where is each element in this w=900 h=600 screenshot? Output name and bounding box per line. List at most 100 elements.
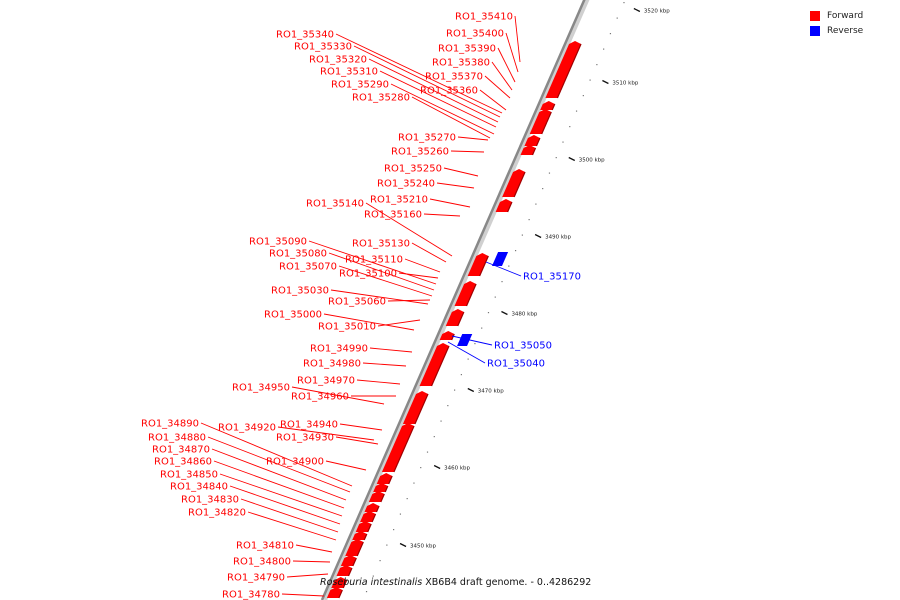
forward-gene-block: [540, 101, 555, 110]
gene-leader-line: [200, 422, 353, 487]
gene-leader-line: [436, 182, 475, 189]
forward-gene-block: [556, 59, 574, 72]
forward-gene-block: [360, 511, 376, 522]
forward-gene-block: [548, 79, 565, 90]
forward-gene-block: [457, 289, 473, 300]
genome-caption: Roseburia intestinalis XB6B4 draft genom…: [320, 577, 591, 588]
scale-minor-dot: [420, 467, 422, 469]
gene-leader-line: [377, 319, 421, 327]
gene-label: RO1_35050: [494, 341, 552, 352]
gene-leader-line: [335, 33, 503, 114]
forward-gene-edge: [541, 126, 546, 135]
gene-label: RO1_35000: [264, 310, 322, 321]
gene-label: RO1_34890: [141, 419, 199, 430]
gene-leader-line: [505, 32, 519, 73]
scale-minor-dot: [413, 482, 415, 484]
gene-label: RO1_34810: [236, 541, 294, 552]
scale-minor-dot: [393, 529, 395, 531]
forward-gene-block: [352, 531, 367, 540]
forward-gene-edge: [551, 103, 556, 111]
scale-minor-dot: [379, 560, 381, 562]
gene-label: RO1_35320: [309, 55, 367, 66]
gene-leader-line: [491, 61, 513, 91]
gene-label: RO1_34900: [266, 457, 324, 468]
scale-minor-dot: [501, 281, 503, 283]
scale-minor-dot: [603, 48, 605, 50]
gene-leader-line: [247, 511, 337, 541]
gene-leader-line: [328, 252, 435, 291]
gene-label: RO1_34790: [227, 573, 285, 584]
legend-item-reverse: Reverse: [810, 23, 900, 38]
gene-leader-line: [368, 58, 499, 123]
forward-gene-edge: [548, 111, 552, 118]
scale-tick: [534, 233, 542, 239]
gene-leader-line: [443, 167, 479, 177]
scale-tick-label: 3500 kbp: [579, 158, 605, 164]
forward-gene-edge: [513, 171, 526, 198]
forward-gene-edge: [457, 311, 465, 327]
forward-gene-edge: [371, 513, 377, 523]
scale-tick: [467, 387, 475, 393]
gene-label: RO1_35110: [345, 255, 403, 266]
caption-species: Roseburia intestinalis: [320, 577, 423, 588]
scale-tick-label: 3510 kbp: [612, 81, 638, 87]
gene-leader-line: [362, 362, 407, 367]
gene-label: RO1_34990: [310, 344, 368, 355]
gene-label: RO1_35210: [370, 195, 428, 206]
gene-label: RO1_34870: [152, 445, 210, 456]
gene-leader-line: [356, 379, 401, 385]
forward-gene-block: [467, 253, 489, 276]
gene-leader-line: [325, 460, 367, 471]
forward-gene-edge: [359, 541, 364, 551]
scale-tick: [568, 156, 576, 162]
scale-minor-dot: [460, 374, 462, 376]
scale-minor-dot: [616, 17, 618, 19]
forward-gene-edge: [396, 451, 404, 465]
forward-gene-block: [364, 503, 380, 512]
gene-leader-line: [369, 347, 413, 353]
forward-gene-edge: [437, 345, 450, 373]
gene-leader-line: [281, 593, 325, 597]
scale-minor-dot: [433, 436, 435, 438]
forward-gene-edge: [507, 201, 513, 213]
forward-gene-edge: [380, 493, 385, 503]
gene-leader-line: [479, 89, 507, 111]
forward-gene-edge: [384, 485, 389, 493]
gene-leader-line: [411, 96, 491, 139]
gene-label: RO1_34930: [276, 433, 334, 444]
forward-gene-block: [552, 69, 569, 82]
gene-label: RO1_35170: [523, 272, 581, 283]
gene-leader-line: [211, 448, 347, 501]
forward-gene-block: [561, 41, 582, 62]
gene-label: RO1_34840: [170, 482, 228, 493]
forward-swatch: [810, 10, 820, 21]
gene-leader-line: [404, 258, 441, 273]
scale-minor-dot: [474, 343, 476, 345]
gene-label: RO1_35240: [377, 179, 435, 190]
forward-gene-block: [529, 124, 545, 134]
forward-gene-edge: [560, 81, 565, 91]
forward-gene-block: [402, 391, 429, 424]
gene-leader-line: [398, 272, 439, 279]
gene-label: RO1_35390: [438, 44, 496, 55]
forward-gene-block: [336, 565, 352, 576]
forward-gene-edge: [367, 523, 372, 533]
scale-minor-dot: [508, 265, 510, 267]
gene-leader-line: [219, 473, 343, 517]
gene-label: RO1_34960: [291, 392, 349, 403]
gene-label: RO1_34780: [222, 590, 280, 600]
forward-gene-block: [347, 539, 364, 550]
scale-minor-dot: [521, 234, 523, 236]
gene-leader-line: [450, 150, 485, 153]
gene-label: RO1_34980: [303, 359, 361, 370]
gene-leader-line: [497, 47, 516, 83]
scale-tick: [433, 464, 441, 470]
forward-gene-block: [454, 297, 470, 306]
legend-item-forward: Forward: [810, 8, 900, 23]
gene-label: RO1_35340: [276, 30, 334, 41]
scale-tick: [501, 310, 508, 316]
forward-gene-block: [545, 87, 561, 98]
gene-leader-line: [411, 242, 447, 263]
